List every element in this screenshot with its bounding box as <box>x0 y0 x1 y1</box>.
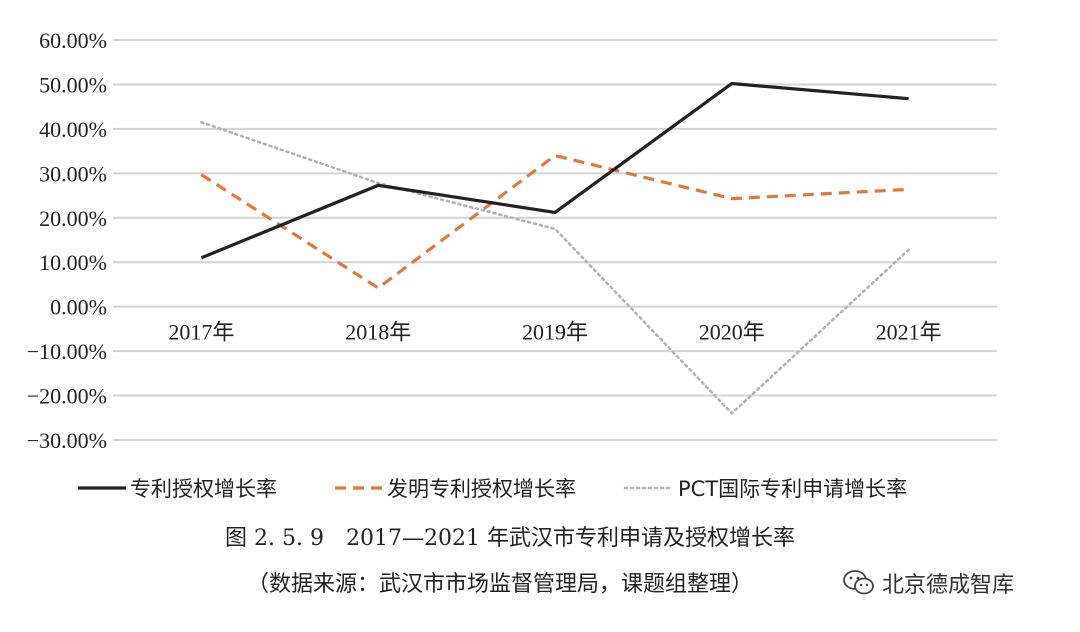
legend: 专利授权增长率 发明专利授权增长率 PCT国际专利申请增长率 <box>78 477 907 501</box>
watermark-text: 北京德成智库 <box>882 573 1015 598</box>
y-tick-label: −10.00% <box>27 339 107 364</box>
x-tick-label: 2020年 <box>699 320 765 345</box>
data-source-note: （数据来源：武汉市市场监督管理局，课题组整理） <box>246 572 753 597</box>
x-axis-ticks: 2017年 2018年 2019年 2020年 2021年 <box>168 320 941 345</box>
series-line-3 <box>200 120 910 416</box>
y-tick-label: −20.00% <box>27 384 107 409</box>
gridlines <box>113 39 997 441</box>
x-tick-label: 2018年 <box>345 320 411 345</box>
watermark: 北京德成智库 <box>842 566 1014 600</box>
x-tick-label: 2021年 <box>876 320 942 345</box>
series-line-1 <box>200 81 909 260</box>
wechat-icon <box>843 570 874 595</box>
y-tick-label: 10.00% <box>39 250 107 275</box>
x-tick-label: 2019年 <box>522 320 588 345</box>
legend-label-1: 专利授权增长率 <box>130 477 277 501</box>
figure-caption: 图 2. 5. 9 2017—2021 年武汉市专利申请及授权增长率 <box>225 526 795 551</box>
y-tick-label: 30.00% <box>39 161 107 186</box>
legend-label-3: PCT国际专利申请增长率 <box>678 477 907 501</box>
y-tick-label: 0.00% <box>50 295 107 320</box>
y-tick-label: 40.00% <box>39 117 107 142</box>
series-lines <box>200 81 910 416</box>
y-axis-ticks: 60.00% 50.00% 40.00% 30.00% 20.00% 10.00% 0.00… <box>27 28 107 453</box>
y-tick-label: −30.00% <box>27 428 107 453</box>
y-tick-label: 60.00% <box>39 28 107 53</box>
x-tick-label: 2017年 <box>168 320 234 345</box>
y-tick-label: 50.00% <box>39 72 107 97</box>
legend-label-2: 发明专利授权增长率 <box>387 477 576 501</box>
series-line-2 <box>200 153 909 290</box>
y-tick-label: 20.00% <box>39 206 107 231</box>
